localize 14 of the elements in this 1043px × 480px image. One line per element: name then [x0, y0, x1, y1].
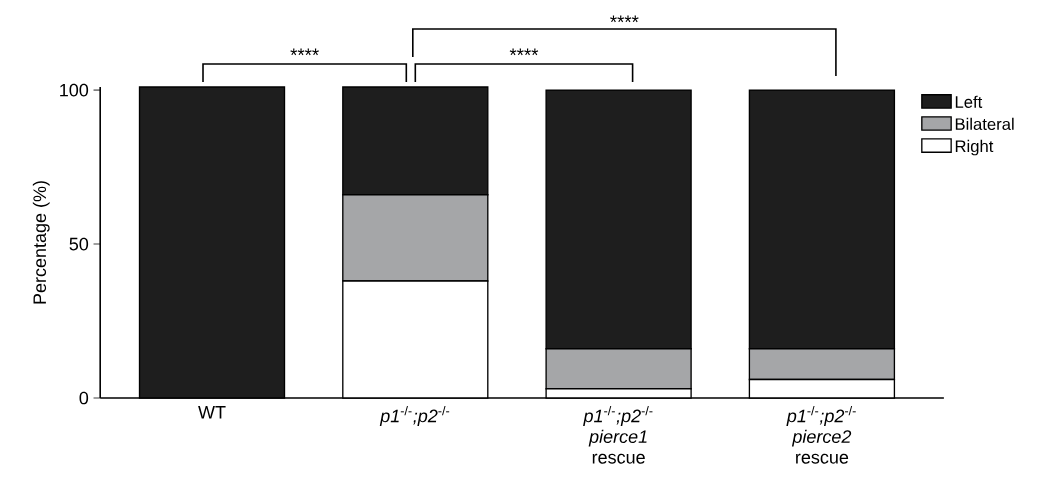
- legend-label: Bilateral: [955, 117, 1014, 131]
- x-tick-label: p1$^{-/-}$;p2$^{-/-}$ pierce2 rescue: [786, 406, 856, 464]
- x-tick-label: p1$^{-/-}$;p2$^{-/-}$: [379, 406, 450, 426]
- text: ****: [509, 48, 539, 56]
- y-axis-title: Percentage (%): [32, 181, 50, 304]
- x-tick-label: p1$^{-/-}$;p2$^{-/-}$ pierce1 rescue: [583, 406, 653, 464]
- y-tick-label: 50: [69, 237, 89, 251]
- y-tick-label: 0: [79, 391, 89, 405]
- text: ****: [290, 48, 319, 56]
- legend-label: Left: [955, 95, 983, 108]
- text: ****: [610, 15, 639, 23]
- x-tick-label: WT: [198, 406, 226, 419]
- y-tick-label: 100: [60, 83, 89, 97]
- legend-label: Right: [955, 139, 994, 156]
